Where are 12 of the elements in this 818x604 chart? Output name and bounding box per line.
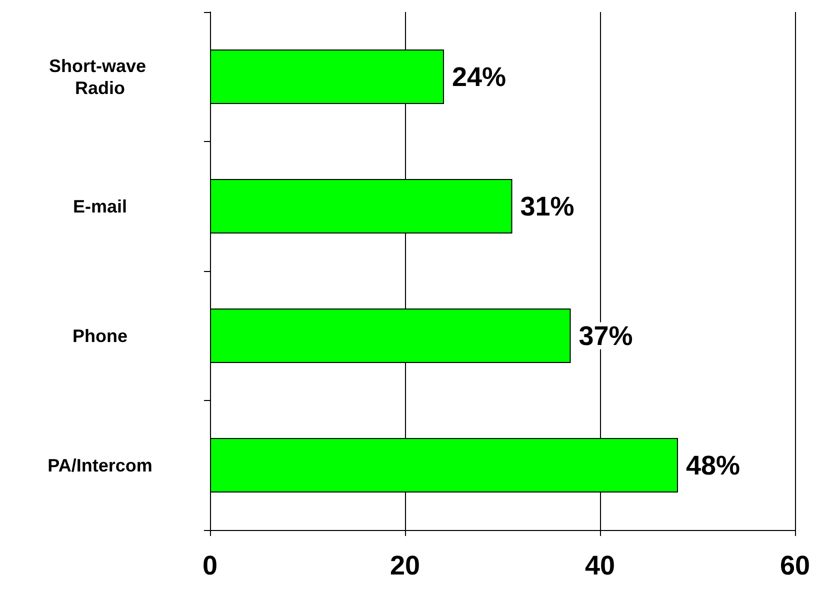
x-tick-label: 60 <box>780 550 810 580</box>
x-tick-label: 20 <box>390 550 420 580</box>
y-tick-label: Phone <box>72 326 128 346</box>
x-tick-label: 40 <box>584 550 616 580</box>
data-label: 31% <box>520 191 574 222</box>
y-tick-label: Short-wave Radio <box>48 56 152 98</box>
data-label: 48% <box>686 450 740 480</box>
x-tick-label: 0 <box>202 550 218 580</box>
data-label: 37% <box>578 320 633 351</box>
y-tick-label: E-mail <box>72 196 128 216</box>
y-tick-label: PA/Intercom <box>48 455 152 476</box>
data-label: 24% <box>452 62 506 92</box>
